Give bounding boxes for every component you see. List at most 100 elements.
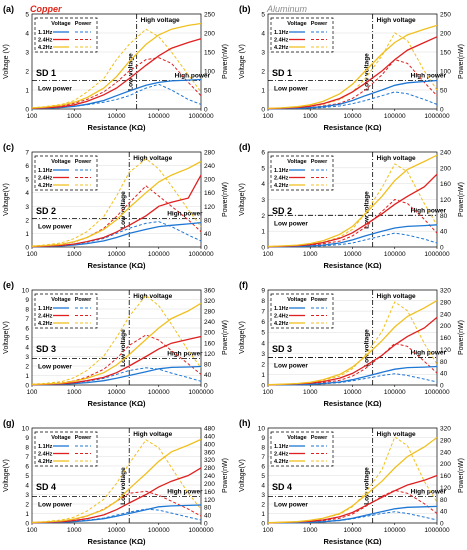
y-tick-label: 4 bbox=[261, 340, 265, 347]
x-tick-label: 1000000 bbox=[424, 251, 450, 258]
y2-tick-label: 120 bbox=[204, 351, 215, 358]
panel-label: (d) bbox=[239, 142, 251, 152]
y-tick-label: 1 bbox=[25, 511, 29, 518]
annotation-high-voltage: High voltage bbox=[133, 293, 172, 300]
x-tick-label: 100 bbox=[263, 251, 274, 258]
y-tick-label: 8 bbox=[261, 445, 265, 452]
y2-tick-label: 250 bbox=[204, 12, 215, 19]
chart-panel-8: (h)0123456789100408012016020024028032010… bbox=[239, 418, 465, 546]
voltage-line-4.2Hz bbox=[31, 22, 202, 109]
y2-tick-label: 160 bbox=[440, 335, 451, 342]
y-tick-label: 2 bbox=[261, 213, 265, 220]
y2-tick-label: 400 bbox=[204, 441, 215, 448]
y-tick-label: 1 bbox=[25, 373, 29, 380]
y-tick-label: 2 bbox=[261, 69, 265, 76]
power-line-1.1Hz bbox=[31, 508, 202, 524]
y2-tick-label: 0 bbox=[204, 521, 208, 528]
y-tick-label: 6 bbox=[261, 464, 265, 471]
y2-tick-label: 200 bbox=[440, 461, 451, 468]
y-axis-label: Voltage(V) bbox=[3, 183, 10, 216]
legend-power-header: Power bbox=[311, 297, 328, 303]
y2-tick-label: 240 bbox=[440, 311, 451, 318]
legend-entry-label: 1.1Hz bbox=[274, 30, 289, 36]
y-tick-label: 1 bbox=[261, 88, 265, 95]
plot-frame bbox=[267, 289, 438, 386]
annotation-high-power: High power bbox=[411, 350, 447, 357]
annotation-high-voltage: High voltage bbox=[377, 431, 416, 438]
voltage-line-2.4Hz bbox=[31, 467, 202, 524]
y2-tick-label: 320 bbox=[440, 426, 451, 433]
annotation-low-voltage: Low voltage bbox=[364, 467, 371, 505]
y2-tick-label: 0 bbox=[204, 245, 208, 252]
device-label: SD 3 bbox=[36, 344, 56, 354]
power-line-4.2Hz bbox=[267, 436, 438, 524]
annotation-low-power: Low power bbox=[38, 86, 72, 93]
panel-label: (h) bbox=[239, 418, 251, 428]
y-tick-label: 4 bbox=[261, 31, 265, 38]
voltage-line-1.1Hz bbox=[267, 79, 438, 110]
panel-label: (b) bbox=[239, 4, 251, 14]
power-line-1.1Hz bbox=[267, 511, 438, 524]
y-tick-label: 7 bbox=[25, 150, 29, 157]
y2-tick-label: 40 bbox=[204, 231, 212, 238]
y2-axis-label: Power(nW) bbox=[458, 320, 465, 355]
x-tick-label: 10000 bbox=[343, 389, 361, 396]
y2-tick-label: 250 bbox=[440, 12, 451, 19]
y-axis-label: Voltage(V) bbox=[3, 459, 10, 492]
y-tick-label: 7 bbox=[25, 316, 29, 323]
annotation-low-power: Low power bbox=[274, 86, 308, 93]
y-tick-label: 1 bbox=[261, 372, 265, 379]
voltage-line-1.1Hz bbox=[267, 224, 438, 248]
voltage-line-4.2Hz bbox=[267, 436, 438, 524]
annotation-low-voltage: Low voltage bbox=[120, 191, 127, 229]
y-tick-label: 5 bbox=[261, 330, 265, 337]
y2-tick-label: 240 bbox=[204, 319, 215, 326]
x-axis-label: Resistance (KΩ) bbox=[87, 537, 146, 546]
legend-voltage-header: Voltage bbox=[287, 21, 306, 27]
y2-tick-label: 80 bbox=[440, 497, 448, 504]
x-tick-label: 10000 bbox=[107, 389, 125, 396]
y-axis-label: Voltage(V) bbox=[239, 321, 246, 354]
x-axis-label: Resistance (KΩ) bbox=[323, 399, 382, 408]
y2-tick-label: 480 bbox=[204, 426, 215, 433]
voltage-line-4.2Hz bbox=[31, 302, 202, 386]
voltage-line-2.4Hz bbox=[31, 174, 202, 248]
x-tick-label: 1000000 bbox=[424, 113, 450, 120]
panel-label: (e) bbox=[3, 280, 14, 290]
y2-tick-label: 50 bbox=[204, 88, 212, 95]
voltage-line-4.2Hz bbox=[267, 154, 438, 248]
y-tick-label: 0 bbox=[25, 383, 29, 390]
y2-tick-label: 280 bbox=[440, 437, 451, 444]
x-tick-label: 1000 bbox=[67, 251, 82, 258]
legend-entry-label: 2.4Hz bbox=[38, 452, 53, 458]
panel-label: (g) bbox=[3, 418, 15, 428]
y-tick-label: 0 bbox=[261, 383, 265, 390]
power-line-2.4Hz bbox=[267, 489, 438, 524]
panel-label: (c) bbox=[3, 142, 14, 152]
y2-axis-label: Power(nW) bbox=[222, 458, 229, 493]
y2-tick-label: 240 bbox=[204, 473, 215, 480]
y2-tick-label: 0 bbox=[204, 107, 208, 114]
x-tick-label: 1000000 bbox=[188, 389, 214, 396]
y2-axis-label: Power(nW) bbox=[458, 182, 465, 217]
y-axis-label: Voltage(V) bbox=[239, 459, 246, 492]
y2-tick-label: 100 bbox=[204, 69, 215, 76]
chart-panel-3: (c) 0 1 2 3 4 5 6 7 0 40 80 120 160 200 240 280 100 1000 10… bbox=[3, 142, 229, 270]
y2-tick-label: 40 bbox=[440, 229, 448, 236]
legend-entry-label: 2.4Hz bbox=[38, 176, 53, 182]
y-tick-label: 10 bbox=[258, 426, 266, 433]
annotation-high-power: High power bbox=[167, 211, 203, 218]
y-tick-label: 10 bbox=[22, 426, 30, 433]
y-tick-label: 2 bbox=[25, 217, 29, 224]
voltage-line-2.4Hz bbox=[31, 38, 202, 110]
voltage-line-2.4Hz bbox=[267, 474, 438, 524]
y-tick-label: 4 bbox=[25, 31, 29, 38]
y-tick-label: 2 bbox=[261, 361, 265, 368]
voltage-line-2.4Hz bbox=[31, 335, 202, 386]
y-tick-label: 5 bbox=[25, 177, 29, 184]
y2-tick-label: 120 bbox=[204, 497, 215, 504]
y-tick-label: 9 bbox=[25, 435, 29, 442]
y-tick-label: 10 bbox=[22, 288, 30, 295]
